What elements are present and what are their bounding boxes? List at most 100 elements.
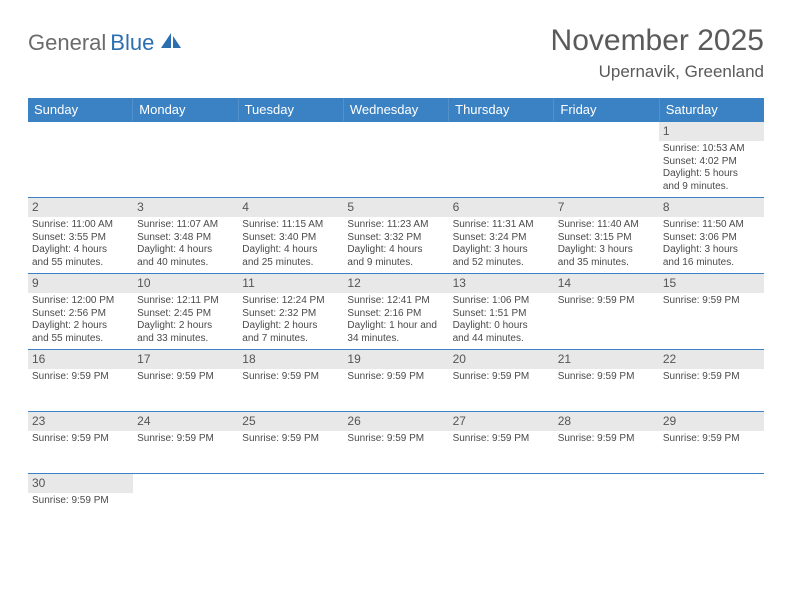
day-info-line: Sunset: 2:45 PM xyxy=(137,308,234,321)
day-info-line: Sunset: 4:02 PM xyxy=(663,156,760,169)
day-cell: 8Sunrise: 11:50 AMSunset: 3:06 PMDayligh… xyxy=(659,198,764,273)
day-info-line: Sunset: 3:15 PM xyxy=(558,232,655,245)
day-body: Sunrise: 9:59 PM xyxy=(554,369,659,388)
day-cell xyxy=(238,474,343,535)
day-info-line: Sunrise: 9:59 PM xyxy=(32,371,129,384)
day-info-line: Sunset: 3:48 PM xyxy=(137,232,234,245)
day-number: 16 xyxy=(28,350,133,369)
day-body xyxy=(343,141,448,147)
day-info-line: Sunrise: 9:59 PM xyxy=(453,371,550,384)
day-cell xyxy=(133,474,238,535)
day-info-line: and 9 minutes. xyxy=(347,257,444,270)
day-cell: 29Sunrise: 9:59 PM xyxy=(659,412,764,473)
day-info-line: Sunrise: 9:59 PM xyxy=(663,371,760,384)
day-cell: 23Sunrise: 9:59 PM xyxy=(28,412,133,473)
day-body: Sunrise: 11:15 AMSunset: 3:40 PMDaylight… xyxy=(238,217,343,273)
day-body: Sunrise: 9:59 PM xyxy=(343,431,448,450)
day-number: 3 xyxy=(133,198,238,217)
day-info-line: and 33 minutes. xyxy=(137,333,234,346)
day-number: 5 xyxy=(343,198,448,217)
day-cell: 21Sunrise: 9:59 PM xyxy=(554,350,659,411)
day-info-line: Sunrise: 1:06 PM xyxy=(453,295,550,308)
weekday-wednesday: Wednesday xyxy=(344,98,449,121)
day-info-line: Sunrise: 9:59 PM xyxy=(558,433,655,446)
day-info-line: and 16 minutes. xyxy=(663,257,760,270)
day-number: 1 xyxy=(659,122,764,141)
day-info-line: Sunrise: 11:50 AM xyxy=(663,219,760,232)
day-cell: 7Sunrise: 11:40 AMSunset: 3:15 PMDayligh… xyxy=(554,198,659,273)
day-info-line: Sunset: 2:32 PM xyxy=(242,308,339,321)
day-number: 18 xyxy=(238,350,343,369)
day-info-line: and 44 minutes. xyxy=(453,333,550,346)
day-cell xyxy=(554,122,659,197)
day-info-line: and 55 minutes. xyxy=(32,333,129,346)
day-number: 13 xyxy=(449,274,554,293)
day-info-line: and 7 minutes. xyxy=(242,333,339,346)
day-number: 4 xyxy=(238,198,343,217)
day-cell xyxy=(659,474,764,535)
day-number: 12 xyxy=(343,274,448,293)
day-info-line: Sunrise: 9:59 PM xyxy=(558,371,655,384)
logo-text-gray: General xyxy=(28,30,106,56)
day-info-line: Sunset: 3:55 PM xyxy=(32,232,129,245)
day-cell xyxy=(238,122,343,197)
day-cell xyxy=(554,474,659,535)
day-info-line: Daylight: 3 hours xyxy=(453,244,550,257)
day-cell: 3 Sunrise: 11:07 AMSunset: 3:48 PMDayligh… xyxy=(133,198,238,273)
day-body xyxy=(449,141,554,147)
day-body: Sunrise: 9:59 PM xyxy=(28,493,133,512)
day-body: Sunrise: 10:53 AMSunset: 4:02 PMDaylight… xyxy=(659,141,764,197)
day-cell: 25 Sunrise: 9:59 PM xyxy=(238,412,343,473)
day-body: Sunrise: 11:40 AMSunset: 3:15 PMDaylight… xyxy=(554,217,659,273)
day-body xyxy=(133,493,238,499)
week-row: 23Sunrise: 9:59 PM24Sunrise: 9:59 PM25Su… xyxy=(28,411,764,473)
day-body: Sunrise: 12:11 PMSunset: 2:45 PMDaylight… xyxy=(133,293,238,349)
day-info-line: Sunrise: 11:31 AM xyxy=(453,219,550,232)
day-body: Sunrise: 9:59 PM xyxy=(133,369,238,388)
day-cell: 1Sunrise: 10:53 AMSunset: 4:02 PMDayligh… xyxy=(659,122,764,197)
day-cell: 22Sunrise: 9:59 PM xyxy=(659,350,764,411)
day-cell: 16 Sunrise: 9:59 PM xyxy=(28,350,133,411)
day-cell: 18Sunrise: 9:59 PM xyxy=(238,350,343,411)
day-info-line: Daylight: 4 hours xyxy=(137,244,234,257)
day-cell: 20 Sunrise: 9:59 PM xyxy=(449,350,554,411)
day-number: 20 xyxy=(449,350,554,369)
day-body: Sunrise: 9:59 PM xyxy=(554,431,659,450)
day-body xyxy=(133,141,238,147)
day-number: 9 xyxy=(28,274,133,293)
day-info-line: Sunrise: 11:40 AM xyxy=(558,219,655,232)
day-number: 25 xyxy=(238,412,343,431)
day-cell: 19Sunrise: 9:59 PM xyxy=(343,350,448,411)
day-body: Sunrise: 9:59 PM xyxy=(28,369,133,388)
day-info-line: Daylight: 3 hours xyxy=(558,244,655,257)
day-info-line: Sunrise: 9:59 PM xyxy=(347,433,444,446)
day-info-line: Sunrise: 9:59 PM xyxy=(663,433,760,446)
day-body: Sunrise: 9:59 PM xyxy=(659,369,764,388)
day-body: Sunrise: 9:59 PM xyxy=(449,369,554,388)
day-info-line: Daylight: 0 hours xyxy=(453,320,550,333)
day-info-line: Sunset: 1:51 PM xyxy=(453,308,550,321)
weekday-saturday: Saturday xyxy=(660,98,764,121)
day-info-line: Sunset: 2:56 PM xyxy=(32,308,129,321)
day-info-line: Sunrise: 9:59 PM xyxy=(242,433,339,446)
day-body xyxy=(554,141,659,147)
day-body xyxy=(238,493,343,499)
day-number: 15 xyxy=(659,274,764,293)
day-number: 23 xyxy=(28,412,133,431)
day-info-line: Sunrise: 9:59 PM xyxy=(32,495,129,508)
week-row: 16Sunrise: 9:59 PM17Sunrise: 9:59 PM18Su… xyxy=(28,349,764,411)
weekday-header: SundayMondayTuesdayWednesdayThursdayFrid… xyxy=(28,98,764,121)
day-info-line: Sunrise: 9:59 PM xyxy=(137,433,234,446)
day-cell: 6Sunrise: 11:31 AMSunset: 3:24 PMDayligh… xyxy=(449,198,554,273)
day-body: Sunrise: 9:59 PM xyxy=(659,293,764,312)
day-cell xyxy=(343,474,448,535)
day-info-line: Sunrise: 11:07 AM xyxy=(137,219,234,232)
day-body: Sunrise: 11:23 AMSunset: 3:32 PMDaylight… xyxy=(343,217,448,273)
day-body xyxy=(659,493,764,499)
day-cell: 10Sunrise: 12:11 PMSunset: 2:45 PMDaylig… xyxy=(133,274,238,349)
day-info-line: and 52 minutes. xyxy=(453,257,550,270)
day-number: 2 xyxy=(28,198,133,217)
day-number: 24 xyxy=(133,412,238,431)
day-body xyxy=(449,493,554,499)
day-cell: 26Sunrise: 9:59 PM xyxy=(343,412,448,473)
